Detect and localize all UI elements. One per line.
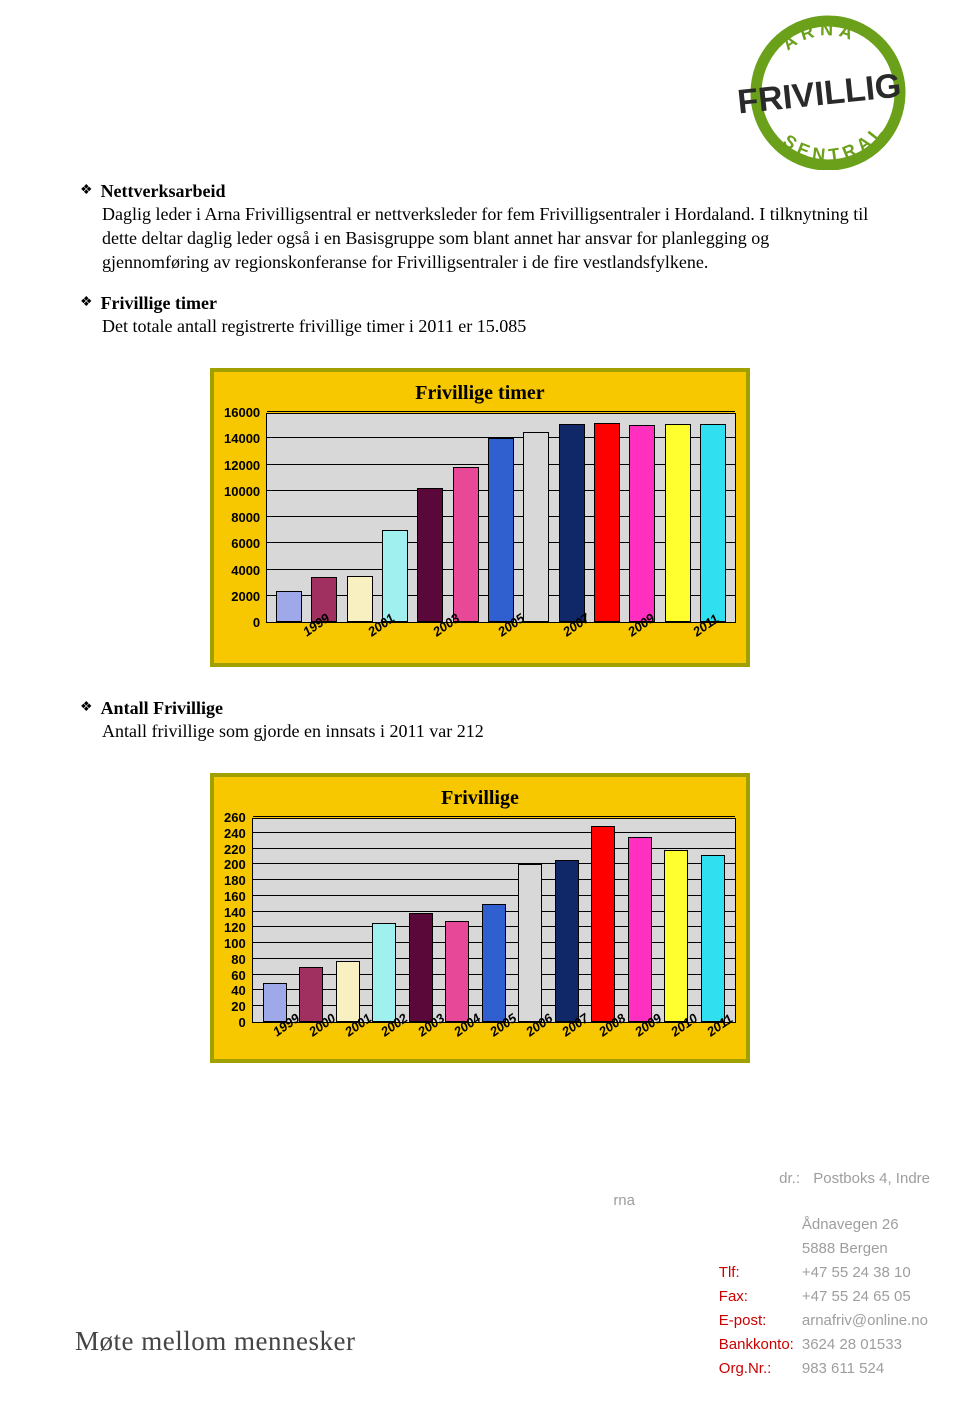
stray-line1-left: dr.: bbox=[779, 1170, 800, 1187]
stray-line1-right: Postboks 4, Indre bbox=[813, 1170, 930, 1187]
bar bbox=[453, 467, 479, 622]
bullet-diamond-icon: ❖ bbox=[80, 180, 93, 202]
bar bbox=[372, 923, 396, 1022]
contact-value: +47 55 24 65 05 bbox=[802, 1286, 928, 1308]
bar bbox=[518, 864, 542, 1022]
bullet-diamond-icon: ❖ bbox=[80, 292, 93, 314]
bar bbox=[336, 961, 360, 1023]
bars-container bbox=[267, 414, 735, 622]
body-1: Daglig leder i Arna Frivilligsentral er … bbox=[102, 202, 880, 274]
x-axis: 1999200120032005200720092011 bbox=[282, 623, 736, 659]
bar bbox=[276, 591, 302, 623]
bars-container bbox=[253, 819, 735, 1022]
contact-value: +47 55 24 38 10 bbox=[802, 1262, 928, 1284]
heading-1: Nettverksarbeid bbox=[101, 180, 226, 202]
contact-row: E-post:arnafriv@online.no bbox=[719, 1310, 928, 1332]
section-antall-frivillige: ❖ Antall Frivillige Antall frivillige so… bbox=[80, 697, 880, 743]
bar bbox=[559, 424, 585, 622]
contact-value: arnafriv@online.no bbox=[802, 1310, 928, 1332]
contact-row: Ådnavegen 26 bbox=[719, 1214, 928, 1236]
heading-2: Frivillige timer bbox=[101, 292, 217, 314]
plot-area bbox=[252, 818, 736, 1023]
grid-line bbox=[267, 411, 735, 412]
x-axis: 1999200020012002200320042005200620072008… bbox=[266, 1023, 736, 1055]
chart-frivillige: Frivillige 020406080100120140160180200220… bbox=[210, 773, 750, 1063]
contact-row: Org.Nr.:983 611 524 bbox=[719, 1358, 928, 1380]
chart-title: Frivillige timer bbox=[224, 382, 736, 405]
bar bbox=[665, 424, 691, 622]
bar bbox=[594, 423, 620, 623]
contact-table: Ådnavegen 265888 BergenTlf:+47 55 24 38 … bbox=[717, 1212, 930, 1382]
contact-value: 3624 28 01533 bbox=[802, 1334, 928, 1356]
plot-area bbox=[266, 413, 736, 623]
contact-row: Tlf:+47 55 24 38 10 bbox=[719, 1262, 928, 1284]
contact-value: 983 611 524 bbox=[802, 1358, 928, 1380]
bar bbox=[409, 913, 433, 1022]
bar bbox=[591, 826, 615, 1022]
bar bbox=[700, 424, 726, 622]
contact-block: Ådnavegen 265888 BergenTlf:+47 55 24 38 … bbox=[717, 1212, 930, 1382]
bar bbox=[628, 837, 652, 1022]
contact-row: Fax:+47 55 24 65 05 bbox=[719, 1286, 928, 1308]
body-3: Antall frivillige som gjorde en innsats … bbox=[102, 719, 880, 743]
main-content: ❖ Nettverksarbeid Daglig leder i Arna Fr… bbox=[80, 180, 880, 1093]
bar bbox=[299, 967, 323, 1022]
bar bbox=[523, 432, 549, 622]
contact-label: E-post: bbox=[719, 1310, 800, 1332]
y-axis: 0200040006000800010000120001400016000 bbox=[224, 413, 266, 623]
contact-row: Bankkonto:3624 28 01533 bbox=[719, 1334, 928, 1356]
heading-3: Antall Frivillige bbox=[101, 697, 223, 719]
contact-label: Bankkonto: bbox=[719, 1334, 800, 1356]
bar bbox=[664, 850, 688, 1022]
bar bbox=[488, 438, 514, 622]
bar bbox=[701, 855, 725, 1022]
contact-label: Tlf: bbox=[719, 1262, 800, 1284]
contact-value: Ådnavegen 26 bbox=[802, 1214, 928, 1236]
contact-label: Fax: bbox=[719, 1286, 800, 1308]
section-nettverksarbeid: ❖ Nettverksarbeid Daglig leder i Arna Fr… bbox=[80, 180, 880, 274]
bar bbox=[482, 904, 506, 1022]
bar bbox=[382, 530, 408, 622]
contact-label: Org.Nr.: bbox=[719, 1358, 800, 1380]
slogan: Møte mellom mennesker bbox=[75, 1326, 355, 1357]
chart-title: Frivillige bbox=[224, 787, 736, 810]
section-frivillige-timer: ❖ Frivillige timer Det totale antall reg… bbox=[80, 292, 880, 338]
stray-line2: rna bbox=[613, 1192, 635, 1209]
bar bbox=[417, 488, 443, 622]
bar bbox=[555, 860, 579, 1022]
chart-frivillige-timer: Frivillige timer 020004000600080001000012… bbox=[210, 368, 750, 667]
body-2: Det totale antall registrerte frivillige… bbox=[102, 314, 880, 338]
contact-row: 5888 Bergen bbox=[719, 1238, 928, 1260]
y-axis: 020406080100120140160180200220240260 bbox=[224, 818, 252, 1023]
contact-label bbox=[719, 1238, 800, 1260]
bar bbox=[629, 425, 655, 622]
grid-line bbox=[253, 816, 735, 817]
contact-label bbox=[719, 1214, 800, 1236]
contact-value: 5888 Bergen bbox=[802, 1238, 928, 1260]
bar bbox=[445, 921, 469, 1022]
logo-svg: ARNA SENTRAL FRIVILLIG bbox=[710, 10, 930, 170]
logo-stamp: ARNA SENTRAL FRIVILLIG bbox=[710, 10, 930, 170]
bullet-diamond-icon: ❖ bbox=[80, 697, 93, 719]
bar bbox=[347, 576, 373, 622]
